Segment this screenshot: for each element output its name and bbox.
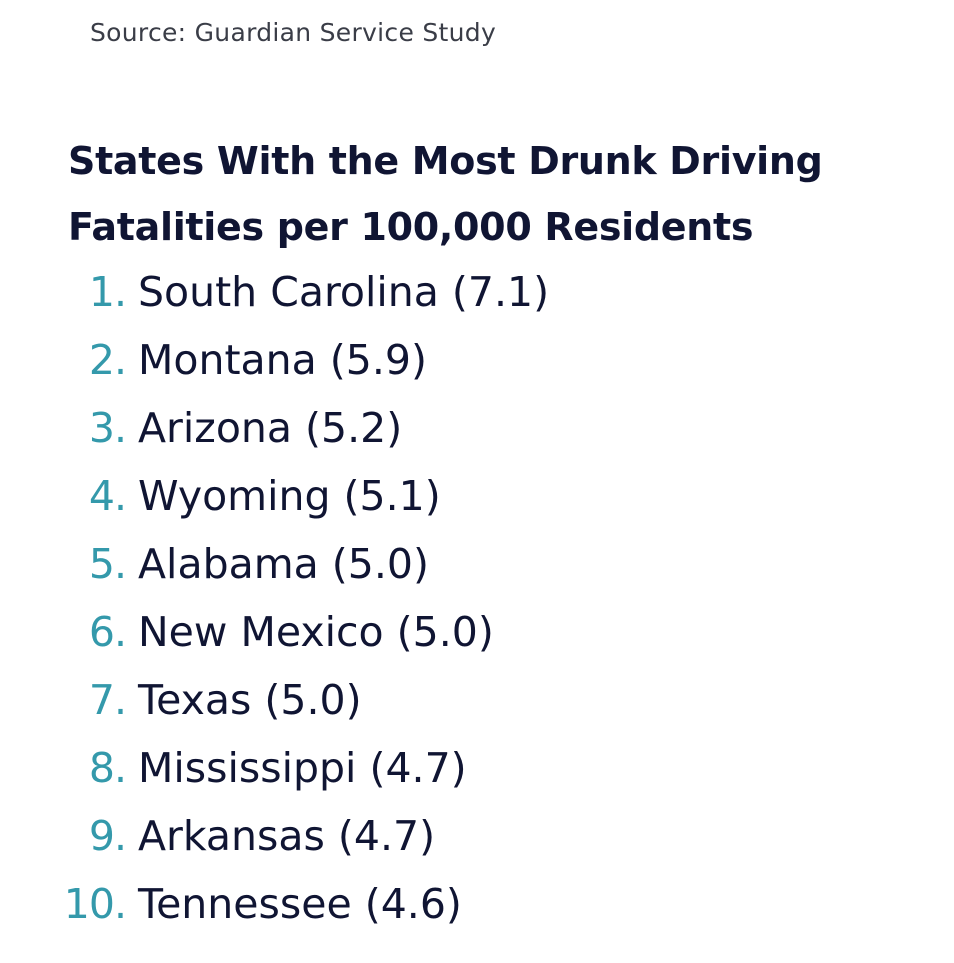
state-entry: Arizona (5.2) xyxy=(138,404,403,452)
rank-number: 3. xyxy=(88,404,127,452)
title-line-2: Fatalities per 100,000 Residents xyxy=(68,205,754,249)
rank-number: 5. xyxy=(88,540,127,588)
state-entry: Wyoming (5.1) xyxy=(138,472,441,520)
state-entry: Alabama (5.0) xyxy=(138,540,430,588)
list-item: 8. Mississippi (4.7) xyxy=(0,734,954,802)
list-item: 1. South Carolina (7.1) xyxy=(0,258,954,326)
rankings-list: 1. South Carolina (7.1) 2. Montana (5.9)… xyxy=(0,258,954,938)
rank-number: 9. xyxy=(88,812,127,860)
state-entry: Mississippi (4.7) xyxy=(138,744,467,792)
rank-number: 10. xyxy=(63,880,127,928)
page-title: States With the Most Drunk Driving Fatal… xyxy=(68,128,928,260)
rank-number: 6. xyxy=(88,608,127,656)
list-item: 6. New Mexico (5.0) xyxy=(0,598,954,666)
rank-number: 2. xyxy=(88,336,127,384)
source-caption: Source: Guardian Service Study xyxy=(90,18,497,47)
list-item: 5. Alabama (5.0) xyxy=(0,530,954,598)
state-entry: Tennessee (4.6) xyxy=(138,880,462,928)
list-item: 2. Montana (5.9) xyxy=(0,326,954,394)
rank-number: 1. xyxy=(88,268,127,316)
rank-number: 4. xyxy=(88,472,127,520)
state-entry: South Carolina (7.1) xyxy=(138,268,550,316)
rank-number: 8. xyxy=(88,744,127,792)
state-entry: Montana (5.9) xyxy=(138,336,427,384)
state-entry: Texas (5.0) xyxy=(138,676,362,724)
list-item: 10. Tennessee (4.6) xyxy=(0,870,954,938)
state-entry: Arkansas (4.7) xyxy=(138,812,436,860)
rank-number: 7. xyxy=(88,676,127,724)
state-entry: New Mexico (5.0) xyxy=(138,608,494,656)
list-item: 3. Arizona (5.2) xyxy=(0,394,954,462)
list-item: 4. Wyoming (5.1) xyxy=(0,462,954,530)
list-item: 9. Arkansas (4.7) xyxy=(0,802,954,870)
list-item: 7. Texas (5.0) xyxy=(0,666,954,734)
title-line-1: States With the Most Drunk Driving xyxy=(68,139,823,183)
